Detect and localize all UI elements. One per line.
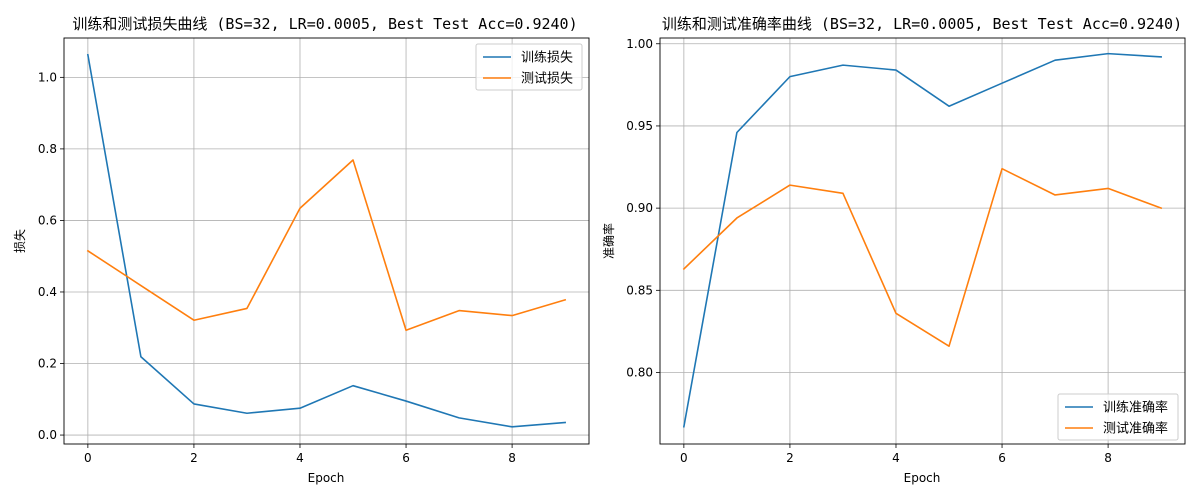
- accuracy-chart-series: [682, 52, 1163, 428]
- legend-label-test-acc: 测试准确率: [1103, 421, 1168, 437]
- accuracy-chart-ticks: 0 2 4 6 8 0.80 0.85 0.90 0.95 1.00: [626, 37, 1112, 465]
- loss-chart-series: [86, 53, 567, 428]
- accuracy-series-line-train: [682, 52, 1162, 428]
- loss-chart-grid: [64, 38, 589, 444]
- accuracy-series-line-test: [682, 167, 1163, 348]
- accuracy-chart-panel: 训练和测试准确率曲线 (BS=32, LR=0.0005, Best Test …: [601, 15, 1186, 485]
- y-tick-label: 0.2: [38, 357, 57, 371]
- loss-chart-panel: 训练和测试损失曲线 (BS=32, LR=0.0005, Best Test A…: [12, 15, 590, 485]
- x-tick-label: 4: [296, 451, 304, 465]
- legend-label-train-acc: 训练准确率: [1103, 400, 1168, 416]
- accuracy-chart-grid: [660, 38, 1185, 444]
- accuracy-chart-xlabel: Epoch: [904, 471, 941, 485]
- x-tick-label: 8: [508, 451, 516, 465]
- y-tick-label: 0.8: [38, 142, 57, 156]
- x-tick-label: 8: [1104, 451, 1112, 465]
- x-tick-label: 2: [190, 451, 198, 465]
- y-tick-label: 1.0: [38, 70, 57, 84]
- y-tick-label: 1.00: [626, 37, 653, 51]
- x-tick-label: 2: [786, 451, 794, 465]
- y-tick-label: 0.6: [38, 213, 57, 227]
- x-tick-label: 6: [402, 451, 410, 465]
- x-tick-label: 0: [680, 451, 688, 465]
- y-tick-label: 0.0: [38, 428, 57, 442]
- loss-chart-xlabel: Epoch: [308, 471, 345, 485]
- loss-series-line-train: [86, 53, 567, 428]
- loss-chart-frame: [63, 37, 590, 445]
- x-tick-label: 0: [84, 451, 92, 465]
- accuracy-chart-frame: [659, 37, 1186, 445]
- legend-label-train-loss: 训练损失: [521, 51, 573, 66]
- x-tick-label: 4: [892, 451, 900, 465]
- y-tick-label: 0.80: [626, 365, 653, 379]
- legend-label-test-loss: 测试损失: [521, 72, 573, 87]
- loss-chart-title: 训练和测试损失曲线 (BS=32, LR=0.0005, Best Test A…: [72, 15, 577, 33]
- x-tick-label: 6: [998, 451, 1006, 465]
- y-tick-label: 0.85: [626, 283, 653, 297]
- loss-chart-ticks: 0 2 4 6 8 0.0 0.2 0.4 0.6 0.8 1.0: [38, 70, 516, 465]
- loss-chart-ylabel: 损失: [12, 229, 27, 253]
- y-tick-label: 0.90: [626, 201, 653, 215]
- loss-series-line-test: [86, 159, 567, 332]
- y-tick-label: 0.95: [626, 119, 653, 133]
- accuracy-chart-ylabel: 准确率: [601, 223, 616, 259]
- y-tick-label: 0.4: [38, 285, 57, 299]
- loss-chart-legend: 训练损失 测试损失: [475, 43, 583, 91]
- accuracy-chart-title: 训练和测试准确率曲线 (BS=32, LR=0.0005, Best Test …: [662, 15, 1182, 33]
- accuracy-chart-legend: 训练准确率 测试准确率: [1057, 393, 1179, 441]
